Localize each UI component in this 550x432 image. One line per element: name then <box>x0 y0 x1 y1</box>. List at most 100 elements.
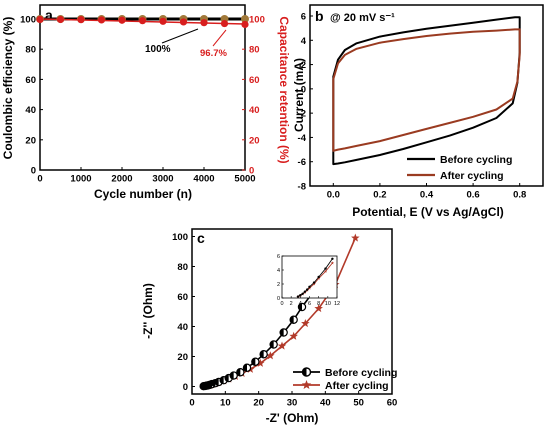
panel-b-scan-rate-label: @ 20 mV s⁻¹ <box>330 12 395 24</box>
capacitance-retention-point <box>138 17 147 25</box>
inset-x-tick-label: 10 <box>325 301 331 307</box>
capacitance-retention-point <box>77 16 85 24</box>
panel-b-y-ticks: -8 -6 -4 -2 0 2 4 6 <box>298 12 313 193</box>
panel-b-x-tick-label: 0.6 <box>466 190 479 201</box>
nyquist-point-before-cycling-fill <box>270 340 274 349</box>
legend-label-before: Before cycling <box>440 154 512 166</box>
panel-a-right-y-tick-label: 80 <box>249 45 260 56</box>
panel-a-left-y-tick-label: 0 <box>31 166 36 177</box>
nyquist-point-before-cycling-fill <box>251 358 256 366</box>
nyquist-point-before-cycling-fill <box>243 364 247 372</box>
nyquist-point-before-cycling-fill <box>236 368 241 376</box>
nyquist-point-after-cycling <box>256 358 265 367</box>
nyquist-point-before-cycling-fill <box>230 371 234 380</box>
panel-b-y-tick-label: 4 <box>301 36 307 47</box>
nyquist-point-before-cycling-fill <box>211 379 216 387</box>
panel-a-right-y-tick-label: 20 <box>249 135 260 146</box>
inset-point-after-cycling <box>323 269 328 273</box>
panel-a-x-tick-label: 0 <box>37 174 42 185</box>
inset-x-tick-label: 4 <box>299 301 302 307</box>
panel-b-y-tick-label: 6 <box>301 12 306 23</box>
inset-point-after-cycling <box>312 282 316 286</box>
inset-point-before-cycling <box>324 267 327 270</box>
panel-a-left-y-tick-label: 100 <box>20 15 36 26</box>
panel-c-y-tick-label: 20 <box>177 352 188 363</box>
panel-c-x-label: -Z' (Ohm) <box>266 411 319 425</box>
inset-marks <box>296 257 335 298</box>
panel-a-x-label: Cycle number (n) <box>94 187 192 201</box>
inset-point-before-cycling <box>299 294 302 297</box>
panel-a-marks <box>36 15 249 29</box>
panel-c-x-tick-label: 60 <box>387 398 398 409</box>
inset-point-before-cycling <box>306 288 309 291</box>
panel-a-left-y-tick-label: 20 <box>25 135 36 146</box>
nyquist-point-before-cycling-fill <box>260 350 264 358</box>
panel-a-right-y-tick-label: 0 <box>249 166 254 177</box>
annotation-arrow-96 <box>212 29 227 47</box>
nyquist-point-before-cycling-fill <box>215 378 219 386</box>
panel-c-y-tick-label: 100 <box>172 232 188 243</box>
panel-b-letter: b <box>315 8 324 24</box>
panel-a-left-y-tick-label: 80 <box>25 45 36 56</box>
panel-b-y-tick-label: -6 <box>298 157 306 168</box>
panel-b-y-tick-label: -8 <box>298 182 306 193</box>
legend-label-before-c: Before cycling <box>325 367 397 379</box>
inset-point-before-cycling <box>301 292 304 295</box>
nyquist-point-after-cycling <box>301 319 310 328</box>
panel-c-y-tick-label: 0 <box>183 382 188 393</box>
capacitance-retention-point <box>56 15 65 24</box>
inset-frame <box>281 255 338 299</box>
panel-a-x-tick-label: 2000 <box>111 174 132 185</box>
nyquist-point-before-cycling-fill <box>290 316 294 324</box>
inset-line-before-cycling <box>297 258 333 297</box>
panel-c-x-tick-label: 50 <box>353 398 364 409</box>
panel-c-legend: Before cycling After cycling <box>293 367 397 392</box>
capacitance-retention-point <box>159 17 167 25</box>
panel-b-x-tick-label: 0.2 <box>373 190 386 201</box>
panel-a-left-y-ticks: 0 20 40 60 80 100 <box>20 15 43 177</box>
panel-b-y-tick-label: 2 <box>301 60 306 71</box>
inset-point-before-cycling <box>317 275 320 279</box>
panel-a: a 0 1000 2000 3000 4000 5000 0 20 40 60 80 100 0 20… <box>1 4 291 201</box>
annotation-96-7-percent: 96.7% <box>200 48 227 59</box>
panel-c-x-tick-label: 10 <box>220 398 231 409</box>
panel-b-y-label: Current (mA) <box>292 58 306 132</box>
inset-x-tick-label: 8 <box>317 301 320 307</box>
capacitance-retention-point <box>118 16 126 24</box>
panel-b-x-label: Potential, E (V vs Ag/AgCl) <box>352 205 504 219</box>
nyquist-point-before-cycling-fill <box>208 380 212 388</box>
inset-x-tick-label: 6 <box>308 301 311 307</box>
legend-marker-star-c <box>301 380 312 390</box>
panel-b-x-ticks: 0.0 0.2 0.4 0.6 0.8 <box>327 183 526 201</box>
panel-a-left-y-tick-label: 40 <box>25 105 36 116</box>
cv-curve-after-cycling <box>332 28 521 152</box>
panel-b-y-tick-label: -4 <box>298 133 307 144</box>
panel-b-marks <box>332 16 521 166</box>
annotation-100-percent: 100% <box>145 44 171 55</box>
inset-y-tick-label: 0 <box>277 296 280 302</box>
panel-c-letter: c <box>197 230 205 246</box>
inset-y-tick-label: 6 <box>277 254 280 260</box>
coulombic-efficiency-point <box>241 15 249 23</box>
panel-c-y-label: -Z'' (Ohm) <box>141 283 155 339</box>
panel-c-x-tick-label: 30 <box>287 398 298 409</box>
capacitance-retention-point <box>220 19 229 28</box>
nyquist-point-after-cycling <box>266 351 275 360</box>
panel-a-x-tick-label: 3000 <box>152 174 173 185</box>
nyquist-point-before-cycling-fill <box>225 374 229 382</box>
nyquist-point-after-cycling <box>351 233 360 242</box>
inset-point-before-cycling <box>312 281 316 284</box>
legend-marker-half-c <box>302 368 307 376</box>
panel-a-right-y-tick-label: 60 <box>249 75 260 86</box>
panel-a-letter: a <box>45 7 53 23</box>
panel-a-frame <box>39 4 246 171</box>
capacitance-retention-point <box>97 16 106 24</box>
capacitance-retention-point <box>36 15 44 24</box>
panel-c-y-ticks: 0 20 40 60 80 100 <box>172 232 195 393</box>
panel-c-x-tick-label: 0 <box>189 398 194 409</box>
nyquist-point-after-cycling <box>277 341 287 350</box>
panel-c-y-tick-label: 60 <box>177 292 188 303</box>
panel-a-left-y-label: Coulombic efficiency (%) <box>1 17 15 160</box>
